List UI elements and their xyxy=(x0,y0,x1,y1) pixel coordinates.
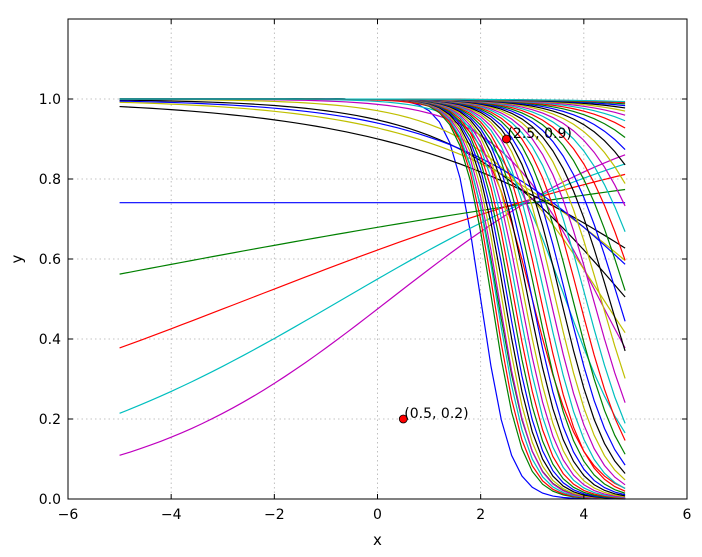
x-tick-label: 4 xyxy=(579,507,588,523)
tick-layer: −6 −4 −2 0 2 4 6 0.0 0.2 0.4 0.6 0.8 1.0 xyxy=(39,19,692,523)
y-tick-label: 0.6 xyxy=(39,252,61,268)
series-line xyxy=(119,98,626,500)
y-tick-label: 0.0 xyxy=(39,492,61,508)
y-tick-label: 1.0 xyxy=(39,92,61,108)
series-line xyxy=(119,98,626,500)
series-line xyxy=(119,98,626,500)
series-line xyxy=(119,163,626,414)
series-line xyxy=(119,98,626,500)
series-line xyxy=(119,99,626,298)
x-tick-label: −4 xyxy=(161,507,182,523)
series-line xyxy=(119,98,626,500)
series-line xyxy=(119,101,626,261)
series-line xyxy=(119,98,626,499)
series-line xyxy=(119,98,626,500)
series-line xyxy=(119,98,626,441)
x-tick-label: −2 xyxy=(264,507,285,523)
x-tick-label: 2 xyxy=(476,507,485,523)
x-axis-label: x xyxy=(373,531,382,549)
series-line xyxy=(119,98,626,499)
series-line xyxy=(119,98,626,434)
series-line xyxy=(119,98,626,103)
y-tick-label: 0.8 xyxy=(39,172,61,188)
y-tick-label: 0.4 xyxy=(39,332,61,348)
series-line xyxy=(119,100,626,265)
series-line xyxy=(119,98,626,500)
grid-layer xyxy=(68,19,687,499)
annotation-label: (0.5, 0.2) xyxy=(404,406,468,422)
annotation-point xyxy=(398,414,408,424)
annotation-layer: (2.5, 0.9) (0.5, 0.2) xyxy=(398,126,572,424)
series-line xyxy=(119,98,626,334)
series-line xyxy=(119,98,626,500)
series-line xyxy=(119,105,626,249)
x-tick-label: 6 xyxy=(683,507,692,523)
series-layer xyxy=(119,98,626,500)
annotation-label: (2.5, 0.9) xyxy=(507,126,571,142)
y-tick-label: 0.2 xyxy=(39,412,61,428)
series-line xyxy=(119,98,626,455)
y-axis-label: y xyxy=(8,254,26,263)
x-tick-label: −6 xyxy=(58,507,79,523)
x-tick-label: 0 xyxy=(373,507,382,523)
annotation-point xyxy=(502,134,511,144)
series-line xyxy=(119,98,626,500)
